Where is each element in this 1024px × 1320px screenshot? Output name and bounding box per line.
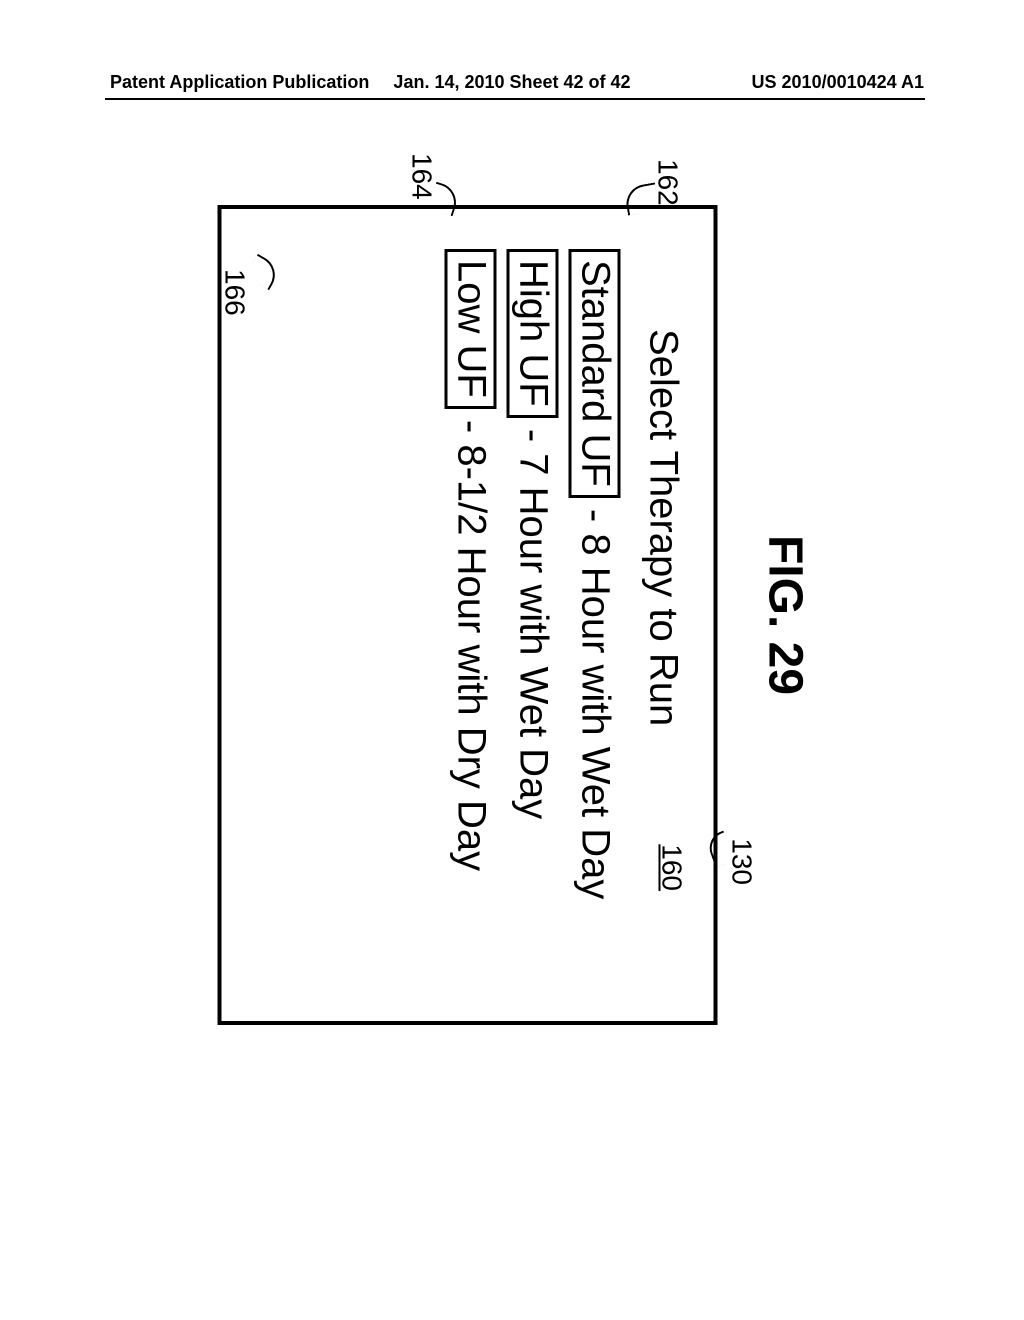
ref-160: 160	[656, 844, 688, 891]
header-right: US 2010/0010424 A1	[752, 72, 924, 93]
screen-box: 160 162 Select Therapy to Run Standard U…	[218, 205, 718, 1025]
therapy-row-standard: Standard UF - 8 Hour with Wet Day	[569, 249, 621, 991]
standard-uf-desc: - 8 Hour with Wet Day	[574, 498, 618, 900]
therapy-row-high: High UF - 7 Hour with Wet Day	[507, 249, 559, 991]
ref-162-leader	[623, 182, 659, 215]
screen-wrapper: 130 160 162 Select Therapy to Run Standa…	[218, 205, 718, 1025]
low-uf-button[interactable]: Low UF	[445, 249, 497, 409]
standard-uf-button[interactable]: Standard UF	[569, 249, 621, 498]
header-left: Patent Application Publication	[110, 72, 369, 93]
rotated-figure: FIG. 29 130 160 162 Select Therapy to Ru…	[218, 180, 813, 1050]
figure-label: FIG. 29	[758, 180, 813, 1050]
header-rule	[105, 98, 925, 100]
high-uf-desc: - 7 Hour with Wet Day	[512, 418, 556, 820]
header-center: Jan. 14, 2010 Sheet 42 of 42	[393, 72, 630, 93]
therapy-row-low: Low UF - 8-1/2 Hour with Dry Day	[445, 249, 497, 991]
screen-title: Select Therapy to Run	[641, 329, 686, 991]
patent-header: Patent Application Publication Jan. 14, …	[0, 72, 1024, 93]
high-uf-button[interactable]: High UF	[507, 249, 559, 418]
figure-area: FIG. 29 130 160 162 Select Therapy to Ru…	[120, 180, 910, 1050]
low-uf-desc: - 8-1/2 Hour with Dry Day	[450, 409, 494, 871]
